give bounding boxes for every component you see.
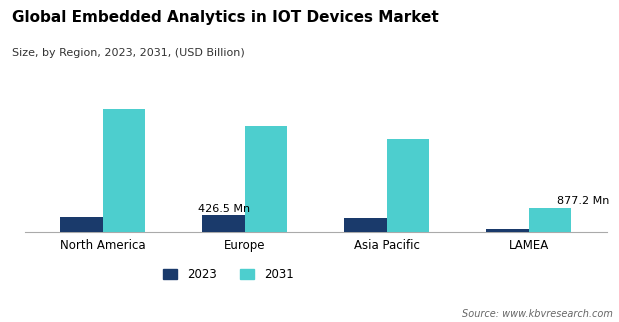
Bar	[486, 229, 529, 232]
Bar	[529, 208, 571, 232]
Legend: 2023, 2031: 2023, 2031	[158, 263, 298, 285]
Bar	[387, 139, 429, 232]
Bar	[245, 126, 287, 232]
Bar	[202, 215, 245, 232]
Bar	[103, 109, 145, 232]
Text: Source: www.kbvresearch.com: Source: www.kbvresearch.com	[462, 309, 613, 319]
Text: Size, by Region, 2023, 2031, (USD Billion): Size, by Region, 2023, 2031, (USD Billio…	[12, 48, 245, 58]
Bar	[344, 218, 387, 232]
Text: 877.2 Mn: 877.2 Mn	[557, 196, 609, 206]
Text: 426.5 Mn: 426.5 Mn	[198, 204, 250, 214]
Text: Global Embedded Analytics in IOT Devices Market: Global Embedded Analytics in IOT Devices…	[12, 10, 439, 25]
Bar	[60, 217, 103, 232]
